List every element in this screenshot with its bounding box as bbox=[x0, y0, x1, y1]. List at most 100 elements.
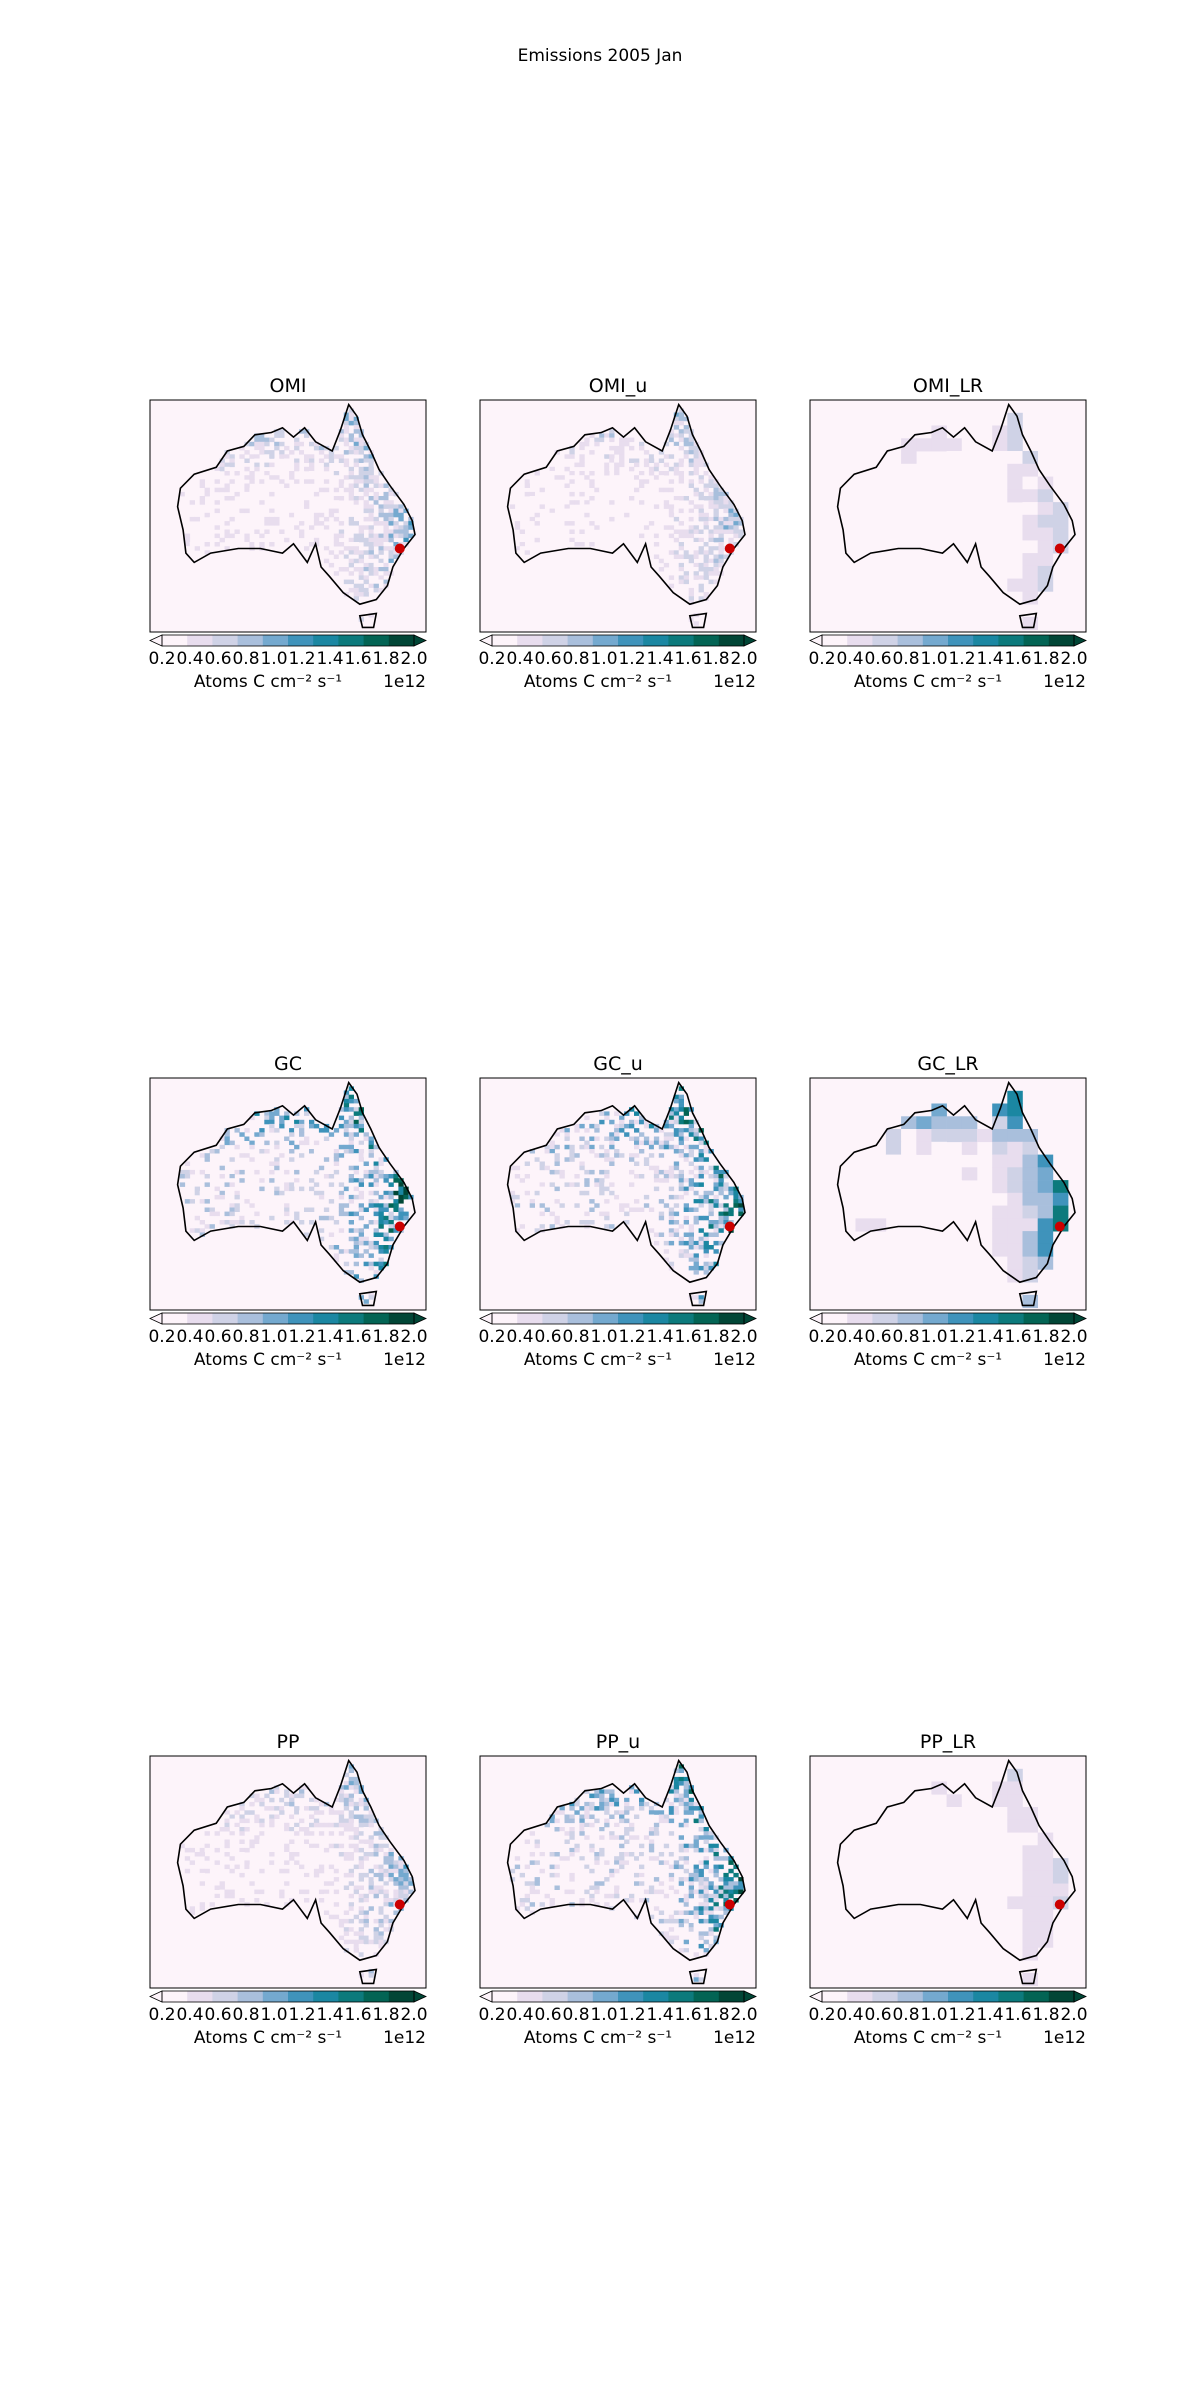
emission-cell bbox=[992, 1167, 1008, 1181]
emission-cell bbox=[678, 1169, 684, 1175]
emission-cell bbox=[688, 441, 694, 447]
emission-cell bbox=[579, 445, 585, 451]
emission-cell bbox=[703, 1910, 709, 1915]
emission-cell bbox=[539, 1186, 545, 1192]
emission-cell bbox=[299, 471, 305, 476]
emission-cell bbox=[358, 1278, 364, 1283]
emission-cell bbox=[323, 1822, 330, 1828]
emission-cell bbox=[358, 1128, 364, 1133]
emission-cell bbox=[519, 1178, 525, 1183]
emission-cell bbox=[274, 1789, 280, 1794]
emission-cell bbox=[343, 1186, 350, 1192]
emission-cell bbox=[668, 1211, 675, 1217]
emission-cell bbox=[688, 529, 694, 534]
emission-cell bbox=[718, 1220, 724, 1225]
emission-cell bbox=[703, 1885, 709, 1890]
emission-cell bbox=[713, 521, 719, 526]
emission-cell bbox=[368, 542, 374, 547]
emission-cell bbox=[648, 1831, 655, 1836]
emission-cell bbox=[624, 1797, 630, 1803]
emission-cell bbox=[604, 437, 610, 443]
emission-cell bbox=[249, 471, 255, 476]
emission-cell bbox=[249, 1868, 255, 1874]
emission-cell bbox=[683, 1789, 689, 1794]
emission-cell bbox=[703, 1831, 709, 1836]
emission-cell bbox=[368, 1818, 374, 1824]
emission-cell bbox=[589, 479, 595, 484]
emission-cell bbox=[584, 1801, 590, 1807]
emission-cell bbox=[348, 1149, 354, 1154]
emission-cell bbox=[368, 1822, 374, 1828]
emission-cell bbox=[688, 1801, 694, 1807]
emission-cell bbox=[269, 512, 275, 518]
emission-cell bbox=[289, 1852, 295, 1857]
emission-cell bbox=[309, 466, 315, 472]
emission-cell bbox=[184, 516, 191, 522]
emission-cell bbox=[289, 1797, 295, 1803]
emission-cell bbox=[663, 441, 670, 447]
emission-cell bbox=[693, 554, 699, 559]
colorbar-segment bbox=[567, 635, 594, 646]
emission-cell bbox=[604, 1199, 610, 1204]
emission-cell bbox=[529, 496, 535, 501]
emission-cell bbox=[629, 1153, 635, 1158]
colorbar-segment bbox=[567, 1991, 594, 2002]
emission-cell bbox=[378, 542, 384, 547]
emission-cell bbox=[358, 1123, 364, 1129]
emission-cell bbox=[313, 445, 320, 451]
emission-cell bbox=[624, 437, 630, 443]
emission-cell bbox=[648, 1228, 655, 1233]
emission-cell bbox=[534, 1877, 540, 1882]
colorbar-tick-label: 1.2 bbox=[618, 649, 645, 669]
emission-cell bbox=[594, 1881, 600, 1886]
emission-cell bbox=[224, 466, 230, 472]
emission-cell bbox=[683, 516, 689, 522]
emission-cell bbox=[619, 450, 625, 455]
map-frame bbox=[809, 1755, 1087, 1989]
emission-cell bbox=[599, 1190, 605, 1196]
emission-cell bbox=[992, 540, 1008, 554]
emission-cell bbox=[383, 533, 389, 539]
emission-cell bbox=[373, 1161, 379, 1166]
emission-cell bbox=[594, 1902, 600, 1907]
emission-cell bbox=[299, 546, 305, 551]
coastline bbox=[836, 1758, 1076, 1962]
emission-cell bbox=[358, 491, 364, 497]
emission-cell bbox=[619, 1852, 625, 1857]
emission-cell bbox=[708, 542, 714, 547]
emission-cell bbox=[184, 1847, 191, 1853]
emission-cell bbox=[599, 1806, 605, 1811]
emission-cell bbox=[668, 1215, 675, 1221]
emission-cell bbox=[599, 458, 605, 463]
emission-cell bbox=[599, 1144, 605, 1150]
emission-cell bbox=[338, 1935, 345, 1941]
emission-cell bbox=[323, 1207, 330, 1212]
emission-cell bbox=[289, 1814, 295, 1819]
emission-cell bbox=[1007, 1192, 1023, 1206]
emission-cell bbox=[348, 533, 354, 539]
emission-cell bbox=[992, 1807, 1008, 1821]
emission-cell bbox=[688, 1806, 694, 1811]
emission-cell bbox=[269, 1123, 275, 1129]
emission-cell bbox=[284, 1203, 290, 1208]
emission-cell bbox=[383, 1910, 389, 1915]
emission-cell bbox=[594, 1806, 600, 1811]
emission-cell bbox=[678, 1149, 684, 1154]
emission-cell bbox=[870, 463, 887, 477]
emission-cell bbox=[184, 1169, 191, 1175]
emission-cell bbox=[653, 504, 660, 509]
emission-cell bbox=[249, 1140, 255, 1146]
map-frame bbox=[809, 399, 1087, 633]
colorbar-segment bbox=[897, 635, 924, 646]
emission-cell bbox=[338, 1107, 345, 1112]
emission-cell bbox=[383, 500, 389, 505]
colorbar-tick-label: 0.8 bbox=[232, 649, 259, 669]
emission-cell bbox=[698, 550, 704, 555]
emission-cell bbox=[614, 1132, 620, 1137]
emission-cell bbox=[653, 1178, 660, 1183]
emission-cell bbox=[363, 1299, 369, 1304]
emission-cell bbox=[708, 1211, 714, 1217]
emission-cell bbox=[693, 487, 699, 493]
emission-cell bbox=[629, 1119, 635, 1125]
